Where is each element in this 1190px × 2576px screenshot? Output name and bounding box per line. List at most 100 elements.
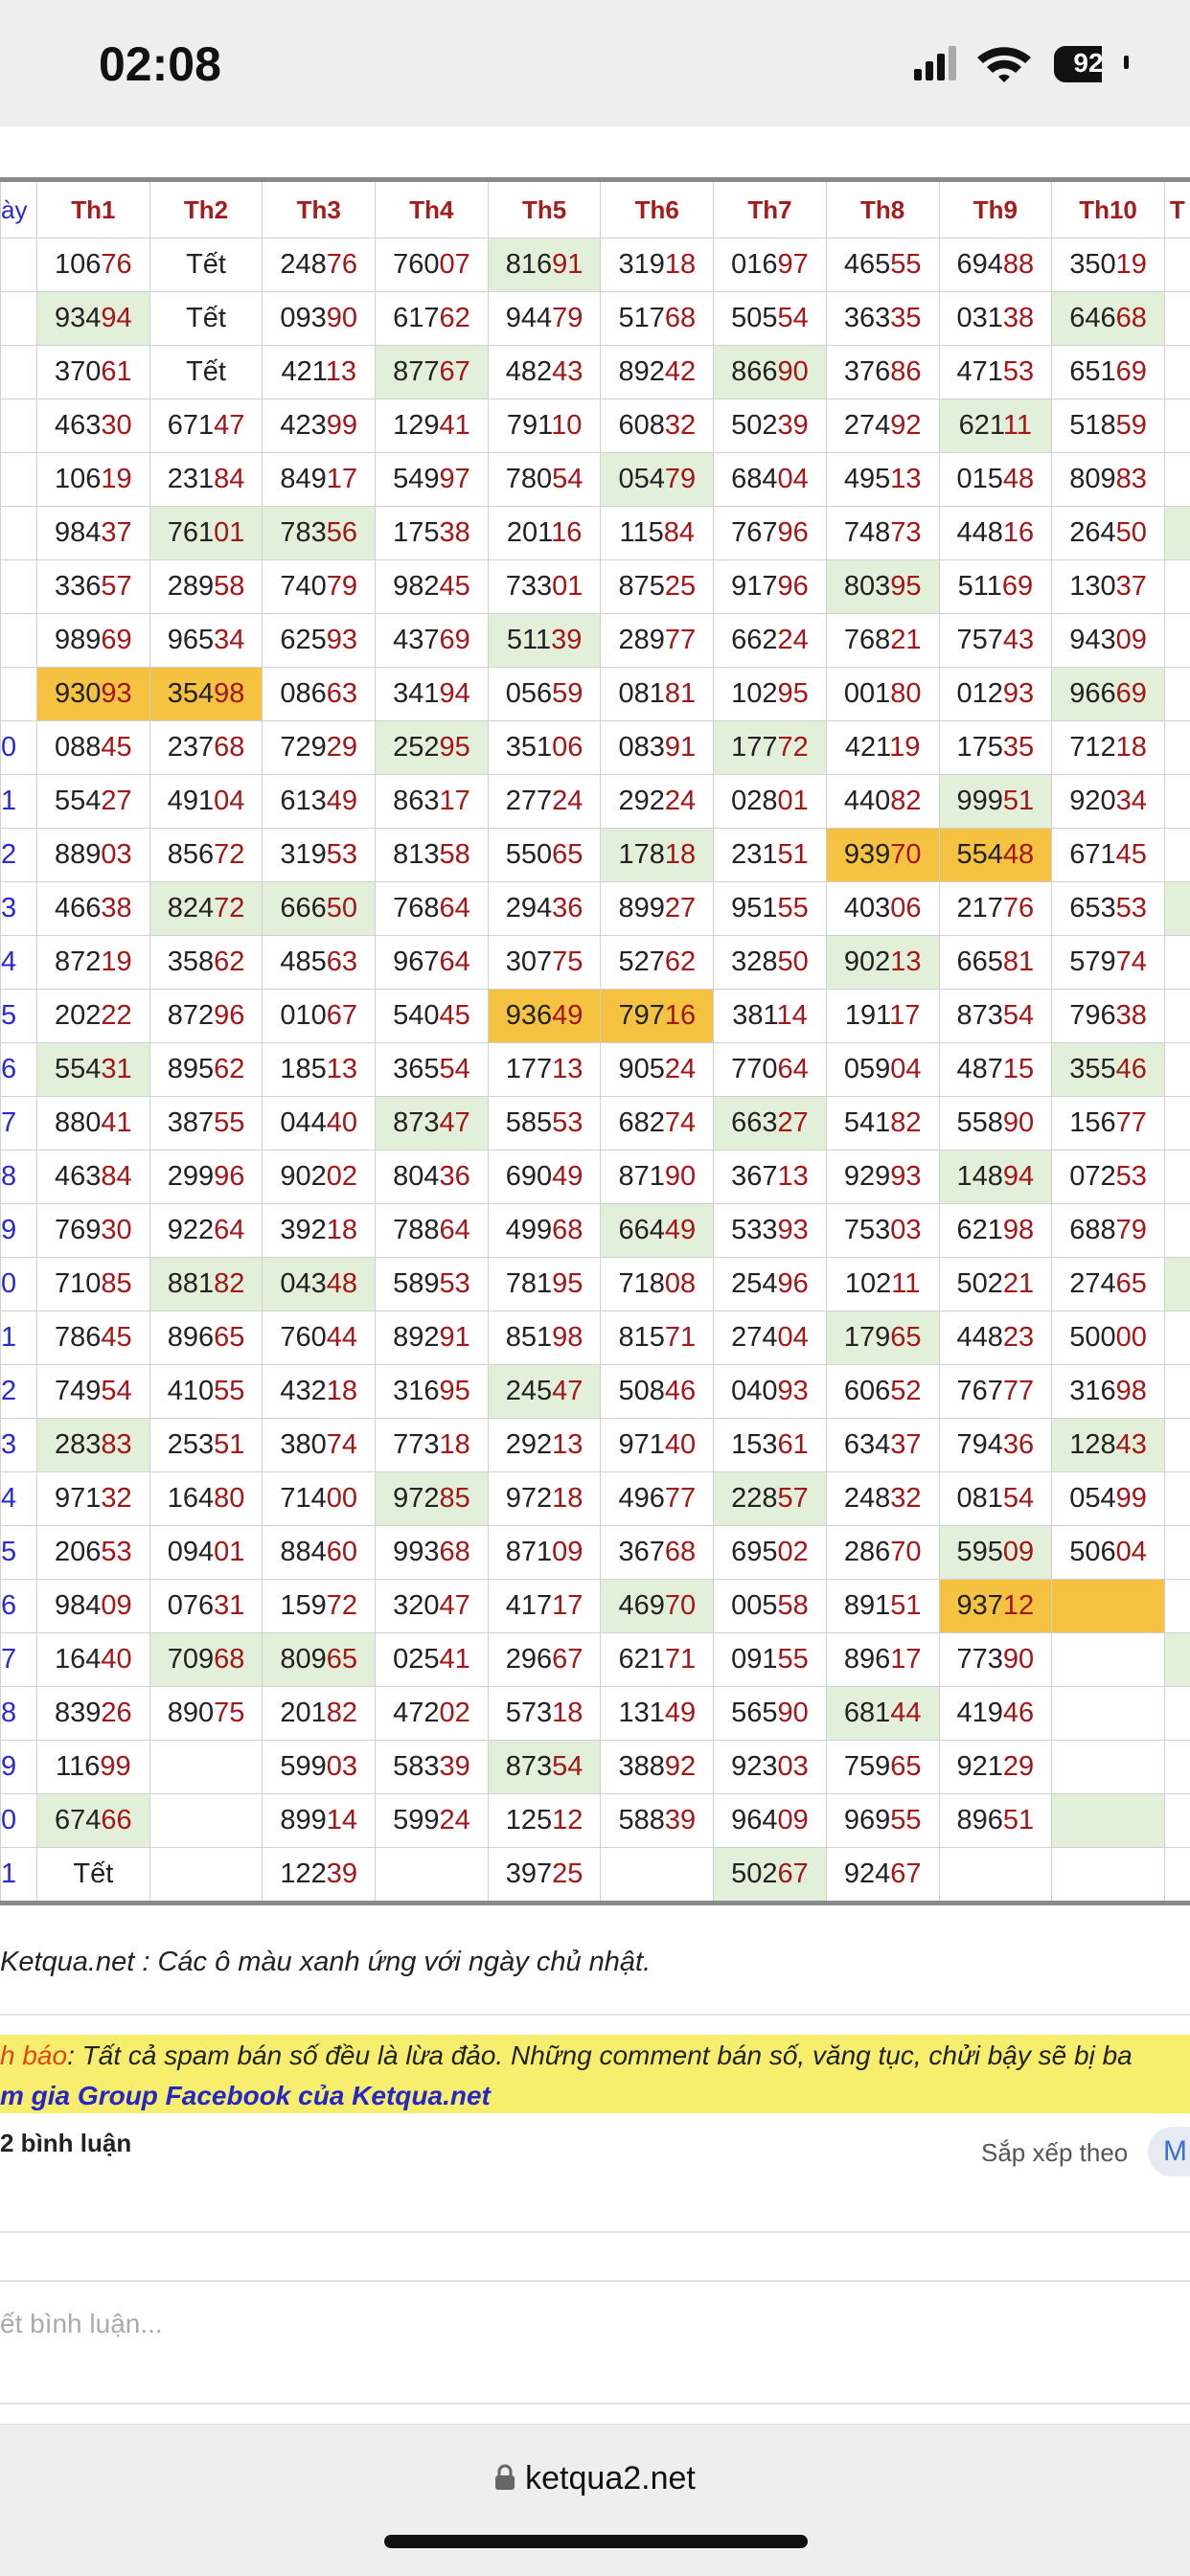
number-head: 770 bbox=[731, 1054, 777, 1084]
number-tail: 55 bbox=[214, 1107, 244, 1138]
sort-button[interactable]: M bbox=[1148, 2127, 1190, 2177]
number-head: 367 bbox=[731, 1161, 777, 1192]
number-tail: 30 bbox=[101, 1215, 131, 1245]
result-cell bbox=[939, 1848, 1052, 1904]
number-tail: 26 bbox=[101, 1698, 131, 1728]
result-cell: 34194 bbox=[376, 668, 489, 721]
number-head: 944 bbox=[506, 303, 552, 333]
number-head: 606 bbox=[844, 1376, 890, 1406]
row-label bbox=[1, 399, 37, 453]
number-head: 565 bbox=[731, 1698, 777, 1728]
number-tail: 04 bbox=[890, 1054, 921, 1084]
result-cell bbox=[1164, 1687, 1190, 1741]
number-head: 796 bbox=[1069, 1000, 1115, 1031]
number-head: 128 bbox=[1069, 1429, 1115, 1460]
result-cell: 37686 bbox=[826, 346, 939, 399]
number-head: 351 bbox=[506, 732, 552, 763]
number-head: 740 bbox=[280, 571, 326, 602]
number-tail: 84 bbox=[101, 1161, 131, 1192]
number-tail: 19 bbox=[1116, 249, 1147, 280]
result-cell: 98245 bbox=[376, 560, 489, 614]
number-head: 336 bbox=[55, 571, 101, 602]
result-cell bbox=[376, 1848, 489, 1904]
result-cell: 76796 bbox=[714, 507, 827, 560]
number-head: 733 bbox=[506, 571, 552, 602]
number-head: 895 bbox=[168, 1054, 214, 1084]
number-head: 924 bbox=[844, 1858, 890, 1889]
number-head: 500 bbox=[1069, 1322, 1115, 1353]
result-cell: 93712 bbox=[939, 1580, 1052, 1633]
column-header: Th8 bbox=[826, 180, 939, 239]
result-cell: 12941 bbox=[376, 399, 489, 453]
number-head: 296 bbox=[506, 1644, 552, 1675]
number-head: 621 bbox=[957, 1215, 1003, 1245]
result-cell: 42119 bbox=[826, 721, 939, 775]
result-cell: 20222 bbox=[37, 990, 150, 1043]
number-head: 767 bbox=[731, 517, 777, 548]
result-cell: 80983 bbox=[1052, 453, 1165, 507]
result-cell: 55427 bbox=[37, 775, 150, 829]
column-header: Th1 bbox=[37, 180, 150, 239]
number-head: 773 bbox=[393, 1429, 439, 1460]
result-cell bbox=[149, 1794, 263, 1848]
number-tail: 96 bbox=[778, 571, 809, 602]
result-cell: 29996 bbox=[149, 1151, 263, 1204]
number-tail: 67 bbox=[552, 1644, 583, 1675]
notice-link[interactable]: m gia Group Facebook của Ketqua.net bbox=[0, 2081, 491, 2111]
number-tail: 24 bbox=[778, 625, 809, 655]
number-tail: 48 bbox=[1003, 464, 1034, 494]
result-cell: 13149 bbox=[601, 1687, 714, 1741]
number-head: 392 bbox=[280, 1215, 326, 1245]
result-cell: 79436 bbox=[939, 1419, 1052, 1472]
number-head: 824 bbox=[168, 893, 214, 923]
number-tail: 64 bbox=[778, 1054, 809, 1084]
result-cell: 13037 bbox=[1052, 560, 1165, 614]
number-head: 254 bbox=[731, 1268, 777, 1299]
number-head: 502 bbox=[957, 1268, 1003, 1299]
result-cell: 08663 bbox=[263, 668, 376, 721]
number-tail: 29 bbox=[327, 732, 357, 763]
result-cell bbox=[1164, 1794, 1190, 1848]
number-tail: 56 bbox=[327, 517, 357, 548]
number-tail: 49 bbox=[552, 1161, 583, 1192]
result-cell: 69502 bbox=[714, 1526, 827, 1580]
number-head: 923 bbox=[731, 1751, 777, 1782]
result-cell: 93093 bbox=[37, 668, 150, 721]
number-tail: 57 bbox=[778, 1483, 809, 1514]
result-cell: Tết bbox=[149, 292, 263, 346]
number-head: 517 bbox=[618, 303, 664, 333]
number-head: 786 bbox=[55, 1322, 101, 1353]
result-cell: 28383 bbox=[37, 1419, 150, 1472]
result-cell: 43218 bbox=[263, 1365, 376, 1419]
number-tail: 94 bbox=[1003, 1161, 1034, 1192]
status-bar: 02:08 92 bbox=[0, 0, 1190, 126]
result-cell: 17772 bbox=[714, 721, 827, 775]
number-tail: 81 bbox=[665, 678, 696, 709]
number-tail: 70 bbox=[890, 1537, 921, 1567]
result-cell: 65169 bbox=[1052, 346, 1165, 399]
number-head: 283 bbox=[55, 1429, 101, 1460]
number-head: 971 bbox=[55, 1483, 101, 1514]
number-tail: 29 bbox=[1003, 1751, 1034, 1782]
result-cell: 50267 bbox=[714, 1848, 827, 1904]
number-head: 471 bbox=[957, 356, 1003, 387]
number-tail: 71 bbox=[665, 1644, 696, 1675]
number-head: 511 bbox=[507, 625, 551, 655]
result-cell: 51169 bbox=[939, 560, 1052, 614]
result-cell bbox=[1164, 1472, 1190, 1526]
number-head: 873 bbox=[506, 1751, 552, 1782]
number-tail: 19 bbox=[101, 464, 131, 494]
number-head: 016 bbox=[731, 249, 777, 280]
result-cell: 66650 bbox=[263, 882, 376, 936]
result-cell: 59903 bbox=[263, 1741, 376, 1794]
comment-input[interactable]: ết bình luận... bbox=[0, 2309, 163, 2339]
result-cell: 17965 bbox=[826, 1311, 939, 1365]
number-tail: 31 bbox=[101, 1054, 131, 1084]
result-cell: 90213 bbox=[826, 936, 939, 990]
url-bar[interactable]: ketqua2.net bbox=[0, 2460, 1190, 2497]
